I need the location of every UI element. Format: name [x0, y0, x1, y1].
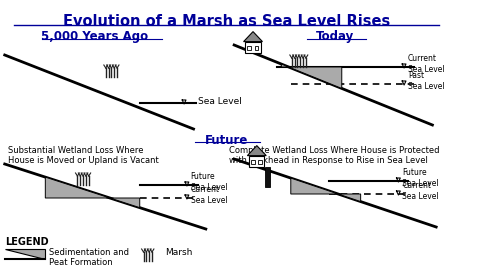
Bar — [245, 42, 261, 53]
Text: Future: Future — [205, 134, 248, 147]
Text: 5,000 Years Ago: 5,000 Years Ago — [41, 30, 148, 43]
Text: Sea Level: Sea Level — [198, 96, 242, 106]
Polygon shape — [45, 177, 140, 208]
Text: LEGEND: LEGEND — [5, 237, 48, 247]
Text: Substantial Wetland Loss Where
House is Moved or Upland is Vacant: Substantial Wetland Loss Where House is … — [8, 146, 158, 165]
Text: Marsh: Marsh — [165, 248, 192, 257]
Text: Current
Sea Level: Current Sea Level — [408, 54, 444, 74]
Bar — [251, 160, 255, 164]
Polygon shape — [291, 178, 360, 202]
Bar — [258, 160, 262, 164]
Text: Complete Wetland Loss Where House is Protected
with Bulkhead in Response to Rise: Complete Wetland Loss Where House is Pro… — [229, 146, 440, 165]
Text: Today: Today — [316, 30, 354, 43]
Bar — [265, 167, 270, 187]
Polygon shape — [5, 249, 45, 259]
Polygon shape — [281, 64, 342, 88]
Text: Past
Sea Level: Past Sea Level — [408, 71, 444, 91]
Bar — [254, 46, 258, 50]
Text: Future
Sea Level: Future Sea Level — [402, 168, 439, 188]
Polygon shape — [243, 32, 263, 42]
Text: Sedimentation and
Peat Formation: Sedimentation and Peat Formation — [49, 248, 129, 267]
Text: Current
Sea Level: Current Sea Level — [402, 181, 439, 201]
Polygon shape — [247, 146, 266, 156]
Text: Evolution of a Marsh as Sea Level Rises: Evolution of a Marsh as Sea Level Rises — [63, 14, 390, 29]
Text: Current
Sea Level: Current Sea Level — [191, 185, 228, 205]
Bar — [249, 156, 264, 167]
Text: Future
Sea Level: Future Sea Level — [191, 172, 228, 192]
Bar — [247, 46, 251, 50]
